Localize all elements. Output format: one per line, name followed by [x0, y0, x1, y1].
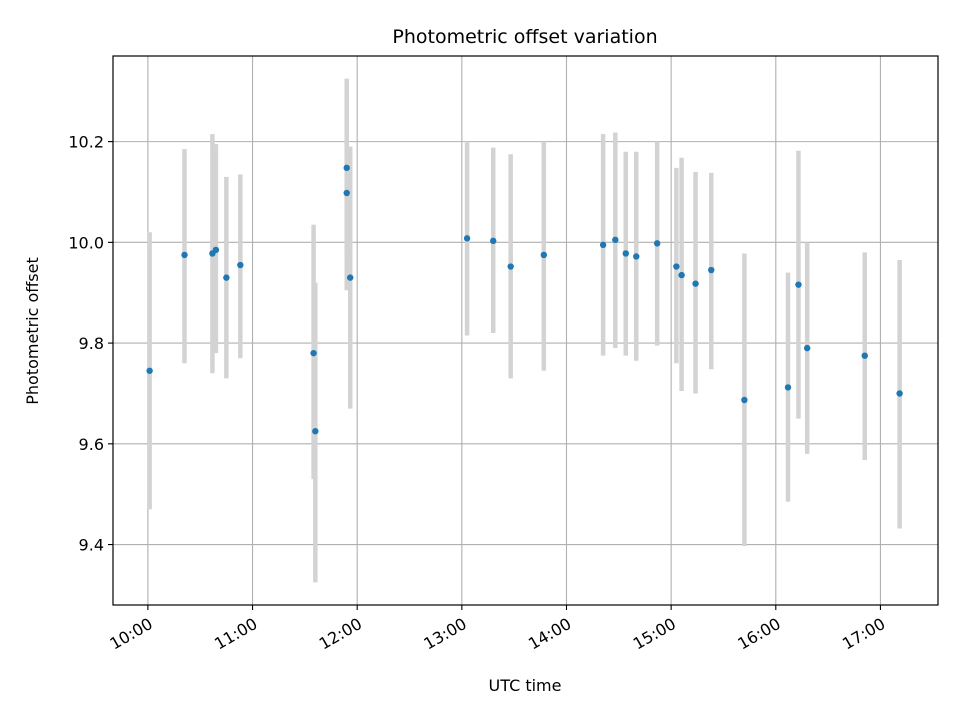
data-point [612, 236, 619, 244]
data-point [463, 235, 471, 242]
data-point [146, 367, 153, 374]
data-point [622, 250, 629, 257]
x-tick-label: 16:00 [734, 614, 783, 654]
error-bars [147, 78, 902, 583]
y-axis-label: Photometric offset [23, 257, 42, 405]
data-point [599, 241, 607, 249]
plot-frame [112, 55, 939, 606]
data-point [784, 384, 792, 391]
data-point [803, 344, 811, 352]
data-point [896, 390, 903, 397]
x-tick-label: 11:00 [211, 614, 260, 654]
data-point [653, 240, 661, 247]
x-tick-label: 13:00 [420, 614, 469, 654]
x-tick-label: 17:00 [839, 614, 888, 654]
data-point [347, 274, 354, 281]
y-axis: 9.4 9.6 9.8 10.0 10.2 [68, 133, 113, 555]
data-point [212, 246, 220, 254]
data-point [678, 271, 685, 279]
x-axis-label: UTC time [489, 676, 562, 695]
data-point [223, 274, 230, 281]
y-tick-label: 9.4 [79, 536, 104, 555]
data-point [673, 263, 680, 270]
data-point [343, 189, 350, 197]
data-point [181, 251, 188, 259]
data-point [540, 251, 548, 259]
x-tick-label: 14:00 [525, 614, 574, 654]
chart-title: Photometric offset variation [392, 26, 657, 48]
data-point [861, 352, 868, 359]
data-point [795, 281, 802, 288]
data-point [310, 349, 317, 357]
grid [113, 56, 938, 605]
data-point [507, 263, 514, 270]
data-point [343, 164, 350, 172]
data-point [312, 428, 319, 435]
data-point [490, 237, 497, 245]
data-point [692, 280, 699, 287]
y-tick-label: 10.2 [68, 133, 104, 152]
y-tick-label: 9.6 [79, 435, 104, 454]
y-tick-label: 9.8 [79, 334, 104, 353]
x-axis: 10:00 11:00 12:00 13:00 14:00 15:00 16:00 17:00 [106, 605, 888, 654]
y-tick-label: 10.0 [68, 233, 104, 252]
data-points [146, 164, 903, 435]
x-tick-label: 10:00 [106, 614, 155, 654]
x-tick-label: 12:00 [316, 614, 365, 654]
data-point [633, 253, 640, 260]
x-tick-label: 15:00 [630, 614, 679, 654]
data-point [237, 261, 244, 269]
data-point [741, 396, 748, 404]
data-point [708, 266, 715, 274]
